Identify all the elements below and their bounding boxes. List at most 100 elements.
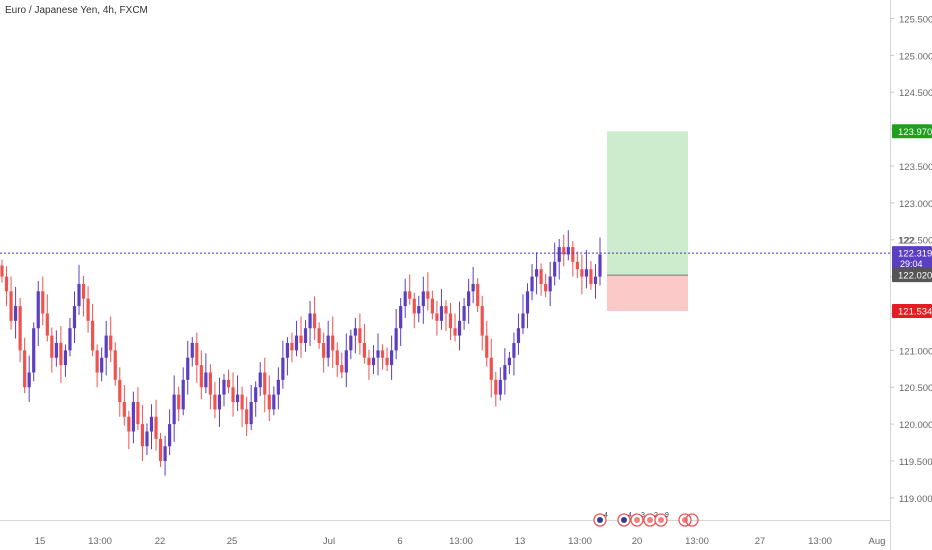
candle-body [380, 350, 385, 358]
candle-body [548, 276, 552, 292]
candle-body [23, 350, 27, 388]
stop-price-badge: 121.534 [892, 303, 932, 318]
x-tick-label: 13:00 [568, 536, 592, 547]
candle-body [163, 446, 167, 461]
candle-body [54, 342, 58, 358]
candle-body [516, 328, 521, 343]
candle-body [131, 401, 135, 432]
x-tick-label: 25 [227, 536, 238, 547]
candle-body [503, 365, 507, 380]
candle-body [525, 291, 530, 314]
candle-body [340, 365, 344, 373]
candle-body [534, 269, 539, 277]
candle-body [113, 350, 117, 380]
y-tick-label: 120.000 [899, 420, 932, 431]
y-tick-label: 124.500 [899, 88, 932, 99]
candle-body [86, 298, 90, 321]
candle-body [435, 313, 439, 321]
y-tick-label: 121.000 [899, 346, 932, 357]
candle-body [231, 387, 235, 402]
candle-body [154, 416, 158, 439]
candle-body [353, 328, 357, 336]
candle-body [331, 335, 335, 351]
candle-body [580, 269, 584, 277]
candle-body [254, 387, 258, 402]
candle-body [285, 342, 290, 358]
candle-body [136, 401, 140, 425]
candle-body [109, 335, 113, 351]
candle-body [457, 320, 462, 336]
candle-body [539, 269, 543, 284]
candle-body [530, 276, 534, 292]
candle-body [507, 357, 511, 366]
candle-body [322, 342, 326, 358]
candle-body [190, 342, 194, 358]
candle-body [485, 335, 489, 358]
candle-body [312, 313, 317, 329]
candle-body [276, 379, 280, 395]
candle-body [258, 372, 262, 388]
candle-body [158, 438, 163, 461]
y-tick-label: 122.500 [899, 236, 932, 247]
candle-body [408, 291, 412, 299]
x-tick-label: 27 [755, 536, 766, 547]
event-count: 2 [654, 512, 658, 519]
event-icon[interactable]: 4 [593, 512, 608, 527]
candle-body [553, 261, 557, 277]
event-icon[interactable]: 9 [654, 512, 669, 527]
event-icon[interactable]: 3 [630, 512, 645, 527]
candle-body [308, 313, 312, 329]
candle-body [362, 342, 367, 358]
candle-body [521, 313, 525, 329]
x-tick-label: 22 [155, 536, 166, 547]
candle-body [263, 372, 267, 395]
candle-body [204, 372, 208, 388]
event-count: 4 [604, 512, 608, 519]
target-zone[interactable] [607, 131, 688, 276]
countdown-label: 29:04 [900, 259, 923, 269]
x-tick-label: Aug [869, 536, 886, 547]
candle-body [122, 401, 126, 417]
candle-body [467, 291, 471, 307]
svg-text:121.534: 121.534 [898, 306, 932, 317]
candle-body [68, 328, 72, 351]
x-tick-label: 6 [397, 536, 402, 547]
event-icon[interactable] [678, 513, 699, 527]
candle-body [18, 306, 22, 351]
candle-body [589, 269, 593, 284]
candle-body [426, 291, 430, 299]
event-count: 4 [628, 512, 632, 519]
stop-zone[interactable] [607, 275, 688, 311]
candle-body [326, 335, 330, 358]
event-count: 9 [665, 512, 669, 519]
x-tick-label: 13:00 [808, 536, 832, 547]
candle-body [95, 350, 99, 373]
y-tick-label: 119.500 [899, 457, 932, 468]
candle-body [598, 254, 602, 277]
candle-body [557, 247, 561, 262]
target-price-badge: 123.970 [892, 124, 932, 139]
candle-body [186, 357, 190, 380]
candle-body [489, 357, 493, 380]
candle-body [217, 394, 222, 410]
event-icon[interactable]: 4 [617, 512, 632, 527]
candle-body [566, 247, 570, 255]
candle-body [208, 372, 212, 395]
y-tick-label: 125.500 [899, 14, 932, 25]
chart-legend: Euro / Japanese Yen, 4h, FXCM [5, 5, 148, 16]
entry-price-badge: 122.020 [892, 268, 932, 283]
candle-body [240, 394, 244, 410]
candle-body [36, 291, 40, 329]
candle-body [412, 298, 416, 314]
candle-body [181, 379, 185, 410]
svg-text:122.319: 122.319 [898, 249, 932, 260]
candle-body [249, 401, 253, 425]
x-tick-label: Jul [323, 536, 335, 547]
candle-body [59, 342, 63, 366]
candle-body [544, 283, 548, 292]
candle-body [448, 313, 453, 329]
candle-body [294, 335, 299, 351]
candle-body [13, 306, 18, 321]
